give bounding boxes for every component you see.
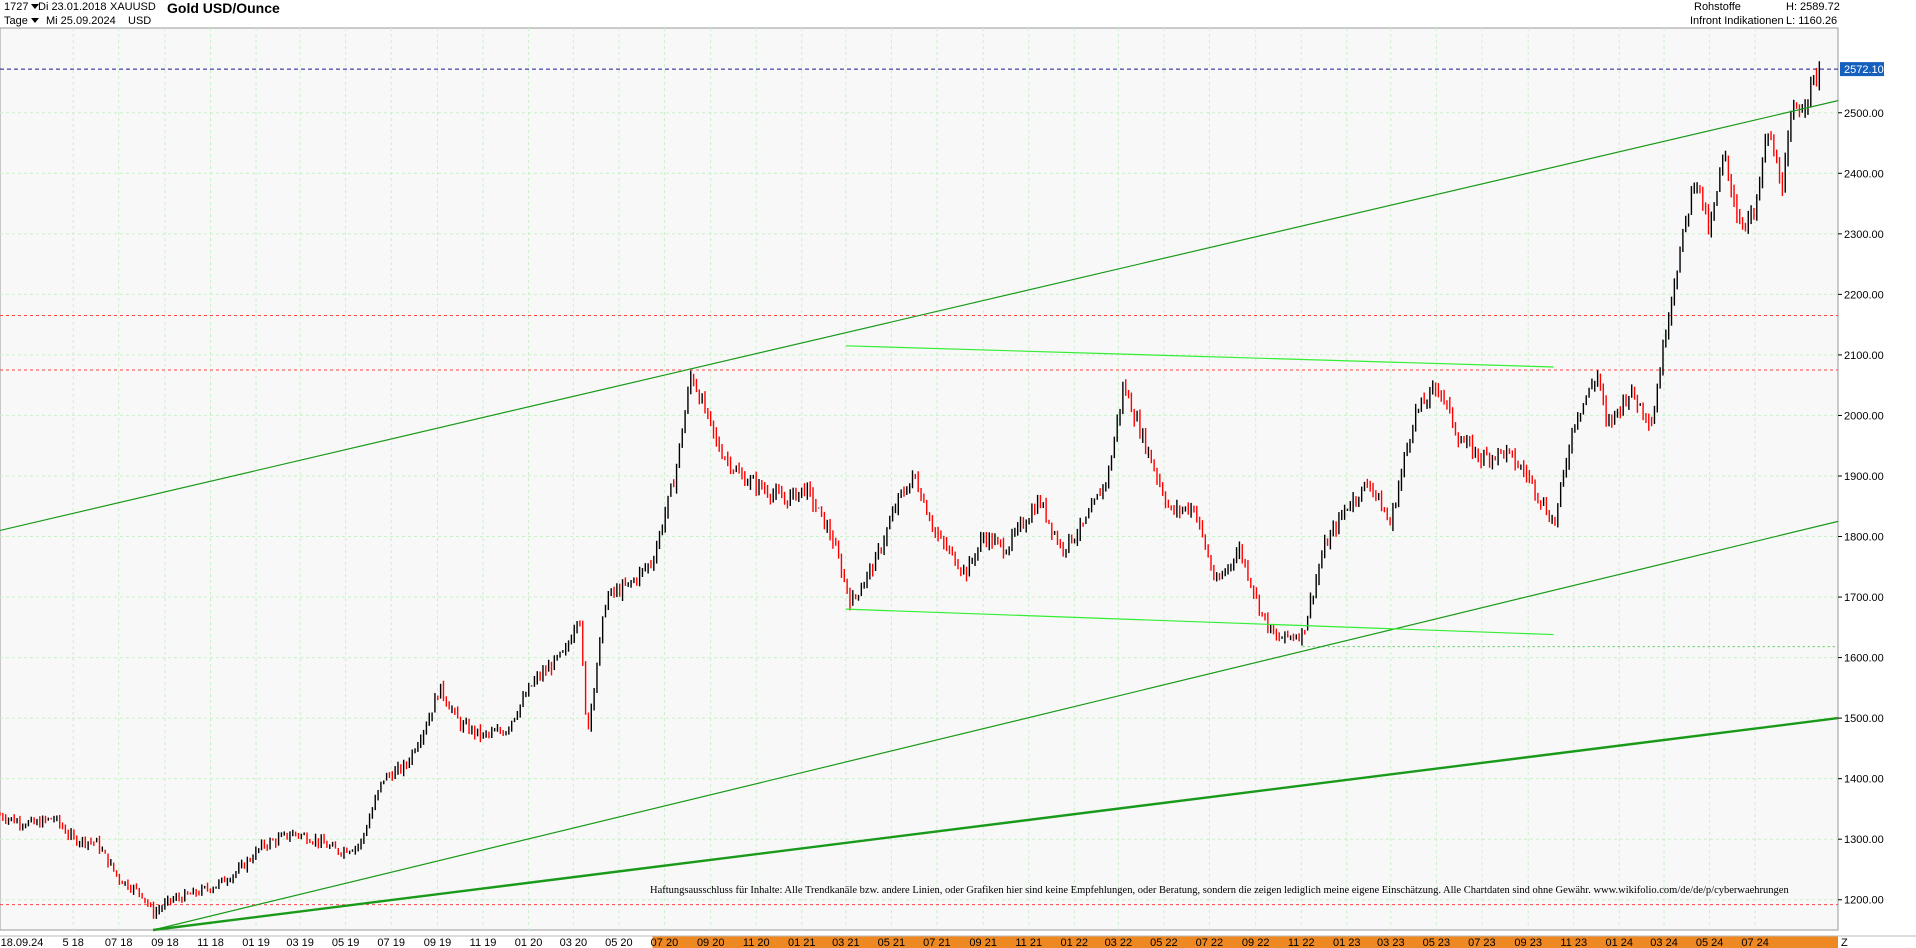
- disclaimer: Haftungsausschluss für Inhalte: Alle Tre…: [650, 885, 1789, 896]
- x-tick-label: 09 19: [424, 937, 452, 948]
- category: Rohstoffe: [1694, 1, 1741, 13]
- x-tick-label: 05 21: [878, 937, 906, 948]
- price-series: [0, 61, 1821, 919]
- x-tick-label: 01 22: [1061, 937, 1089, 948]
- x-tick-label: 05 19: [332, 937, 360, 948]
- chevron-down-icon[interactable]: [30, 18, 39, 23]
- x-tick-label: 18.09.24: [1, 937, 44, 948]
- x-tick-label: 07 18: [105, 937, 133, 948]
- y-tick-label: 1700.00: [1844, 592, 1884, 604]
- y-tick-label: 1900.00: [1844, 471, 1884, 483]
- x-tick-label: 01 20: [515, 937, 543, 948]
- x-tick-label: 05 24: [1696, 937, 1724, 948]
- y-tick-label: 1500.00: [1844, 713, 1884, 725]
- x-tick-label: 03 21: [832, 937, 860, 948]
- trend-line-channel-lower: [152, 520, 1839, 931]
- x-tick-label: 11 18: [197, 937, 224, 948]
- x-tick-label: 07 24: [1741, 937, 1769, 948]
- currency: USD: [128, 15, 152, 27]
- x-tick-label: 05 20: [605, 937, 633, 948]
- trend-line-resistance-flag-lower: [845, 608, 1554, 636]
- axes: 1200.00 1300.00 1400.00 1500.00 1600.00 1700.…: [0, 62, 1916, 948]
- interval-selector[interactable]: Tage: [4, 15, 42, 28]
- trend-lines: [0, 100, 1839, 932]
- y-tick-label: 2500.00: [1844, 108, 1884, 120]
- x-tick-label: 11 20: [743, 937, 770, 948]
- x-tick-label: 07 23: [1468, 937, 1496, 948]
- x-tick-label: 03 22: [1105, 937, 1133, 948]
- x-tick-label: 01 23: [1333, 937, 1361, 948]
- y-tick-label: 2000.00: [1844, 410, 1884, 422]
- x-tick-label: 03 23: [1377, 937, 1405, 948]
- to-date: Mi 25.09.2024: [46, 15, 116, 27]
- symbol: XAUUSD: [110, 1, 156, 13]
- chevron-down-icon[interactable]: [31, 4, 40, 9]
- data-source: Infront Indikationen: [1690, 15, 1784, 27]
- last-price-label: 2572.10: [1844, 64, 1884, 76]
- x-tick-label: 07 19: [377, 937, 405, 948]
- y-tick-label: 1200.00: [1844, 895, 1884, 907]
- x-tick-label: 5 18: [62, 937, 83, 948]
- x-tick-label: 09 18: [151, 937, 179, 948]
- plot-area: [0, 27, 1839, 931]
- x-tick-label: 07 20: [651, 937, 679, 948]
- y-tick-label: 1800.00: [1844, 532, 1884, 544]
- x-tick-label: 01 24: [1605, 937, 1633, 948]
- x-tick-label: 01 21: [788, 937, 816, 948]
- trend-line-channel-upper: [0, 100, 1839, 532]
- grid: [0, 27, 1839, 931]
- x-tick-label: 09 20: [697, 937, 725, 948]
- y-tick-label: 2400.00: [1844, 168, 1884, 180]
- x-tick-label: 11 21: [1015, 937, 1042, 948]
- x-tick-label: 05 22: [1150, 937, 1178, 948]
- x-tick-label: 11 19: [470, 937, 497, 948]
- x-tick-label: 07 21: [923, 937, 951, 948]
- y-tick-label: 2300.00: [1844, 229, 1884, 241]
- bar-count[interactable]: 1727: [4, 1, 42, 14]
- x-tick-label: 03 20: [560, 937, 588, 948]
- trend-line-long-term-support: [152, 716, 1839, 932]
- y-tick-label: 2100.00: [1844, 350, 1884, 362]
- y-tick-label: 1600.00: [1844, 653, 1884, 665]
- x-tick-label: 03 24: [1650, 937, 1678, 948]
- corner-label: Z: [1841, 937, 1848, 948]
- y-tick-label: 1400.00: [1844, 774, 1884, 786]
- x-tick-label: 09 22: [1242, 937, 1270, 948]
- from-date: Di 23.01.2018: [38, 1, 107, 13]
- x-tick-label: 09 21: [969, 937, 997, 948]
- x-tick-label: 03 19: [286, 937, 314, 948]
- x-tick-label: 01 19: [242, 937, 270, 948]
- x-tick-label: 11 22: [1288, 937, 1315, 948]
- y-tick-label: 1300.00: [1844, 834, 1884, 846]
- x-tick-label: 11 23: [1560, 937, 1587, 948]
- trend-line-resistance-flag-upper: [845, 345, 1554, 368]
- chart-title: Gold USD/Ounce: [167, 0, 280, 16]
- chart-header: 1727 Di 23.01.2018 XAUUSD Gold USD/Ounce…: [0, 0, 1916, 28]
- y-tick-label: 2200.00: [1844, 289, 1884, 301]
- low-value: L: 1160.26: [1786, 15, 1838, 27]
- x-tick-label: 09 23: [1514, 937, 1542, 948]
- timeline-band: [652, 936, 1838, 948]
- x-tick-label: 05 23: [1423, 937, 1451, 948]
- high-value: H: 2589.72: [1786, 1, 1840, 13]
- last-price-marker: [1840, 62, 1884, 77]
- x-tick-label: 07 22: [1196, 937, 1224, 948]
